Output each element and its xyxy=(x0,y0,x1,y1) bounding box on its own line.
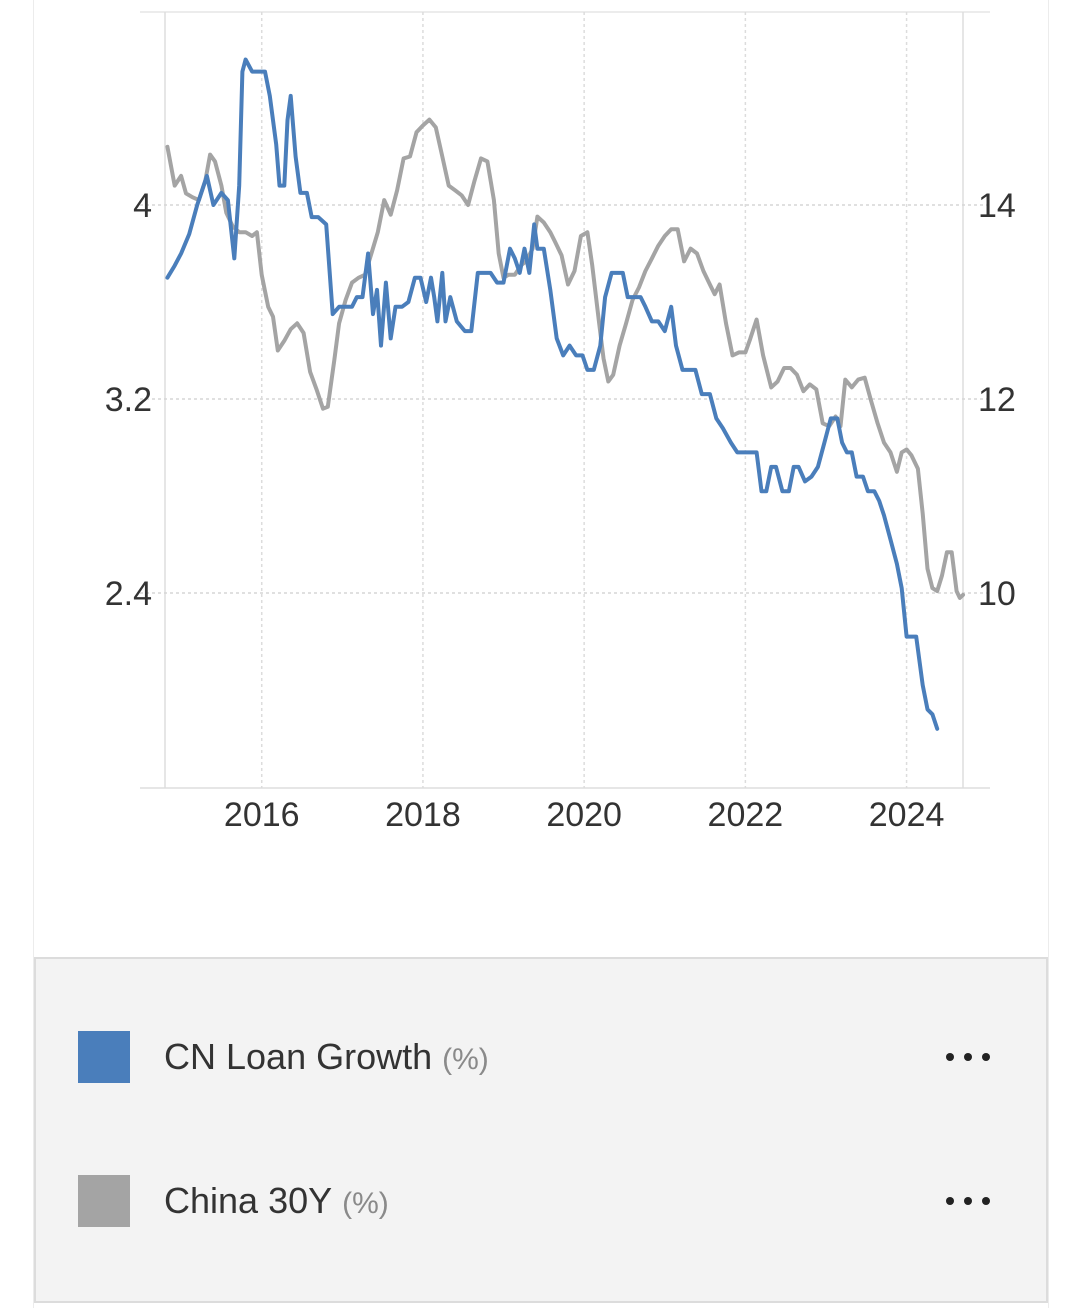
legend-label: China 30Y (%) xyxy=(164,1180,389,1222)
legend-panel: CN Loan Growth (%) China 30Y (%) xyxy=(34,957,1048,1303)
series-unit: (%) xyxy=(442,1043,489,1076)
legend-swatch-cn-loan-growth xyxy=(78,1031,130,1083)
x-tick-label: 2018 xyxy=(385,796,461,834)
legend-item-cn-loan-growth[interactable]: CN Loan Growth (%) xyxy=(36,1017,1046,1097)
series-line-cn-loan-growth xyxy=(165,57,940,731)
grid-lines xyxy=(140,11,990,789)
x-tick-label: 2020 xyxy=(546,796,622,834)
x-tick-label: 2016 xyxy=(224,796,300,834)
series-lines xyxy=(165,57,965,731)
right-tick-label: 10 xyxy=(978,575,1016,613)
line-chart: 4 3.2 2.4 14 12 10 2016 2018 2020 2022 2024 xyxy=(105,11,1016,834)
series-name: CN Loan Growth xyxy=(164,1036,433,1077)
more-dots-icon[interactable] xyxy=(946,1047,990,1067)
right-tick-label: 12 xyxy=(978,381,1016,419)
legend-label: CN Loan Growth (%) xyxy=(164,1036,489,1078)
legend-item-china-30y[interactable]: China 30Y (%) xyxy=(36,1161,1046,1241)
series-line-china-30y xyxy=(165,117,965,600)
right-tick-label: 14 xyxy=(978,187,1016,225)
x-tick-label: 2024 xyxy=(869,796,945,834)
series-unit: (%) xyxy=(342,1187,389,1220)
left-tick-label: 3.2 xyxy=(105,381,152,419)
legend-swatch-china-30y xyxy=(78,1175,130,1227)
axes: 4 3.2 2.4 14 12 10 2016 2018 2020 2022 2024 xyxy=(105,187,1016,834)
left-tick-label: 4 xyxy=(133,187,152,225)
series-name: China 30Y xyxy=(164,1180,333,1221)
left-tick-label: 2.4 xyxy=(105,575,152,613)
x-tick-label: 2022 xyxy=(708,796,784,834)
more-dots-icon[interactable] xyxy=(946,1191,990,1211)
